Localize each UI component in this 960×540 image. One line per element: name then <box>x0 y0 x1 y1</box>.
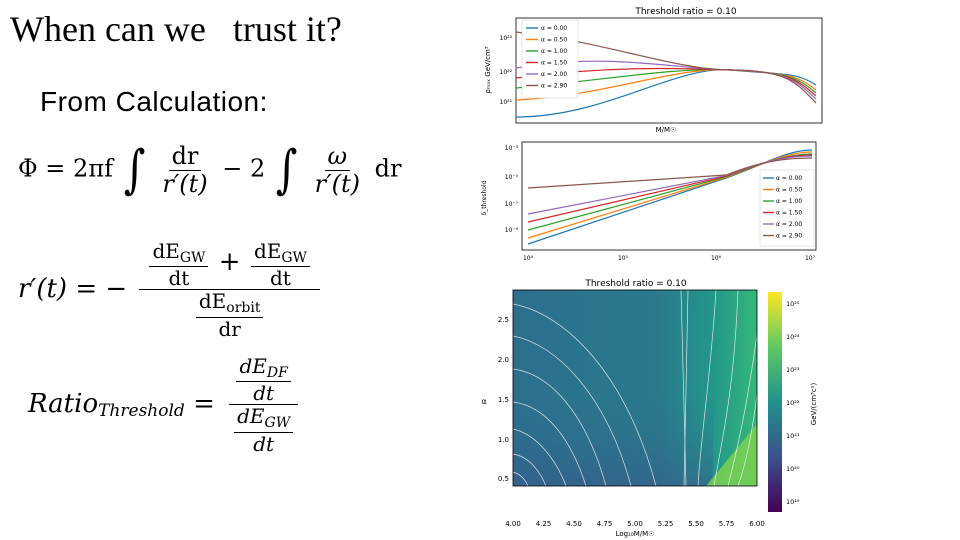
fraction-omega-over-rprime: ω r′(t) <box>314 142 360 198</box>
chart-top-series-line <box>515 31 817 104</box>
contour-line <box>512 303 657 487</box>
chart-middle-xtick: 10⁷ <box>805 255 816 262</box>
chart-middle-series-line <box>527 157 813 189</box>
contour-line <box>697 289 717 487</box>
legend-entry: α = 2.00 <box>541 71 567 78</box>
chart-middle-xtick: 10⁴ <box>523 255 534 262</box>
phi-lhs: Φ = 2πf <box>18 154 113 183</box>
colorbar-tick-label: 10²³ <box>786 366 800 374</box>
legend-entry: α = 2.90 <box>776 233 802 240</box>
contour-line <box>683 289 689 487</box>
colorbar-ticks: 10²⁵ 10²⁴ 10²³ 10²² 10²¹ 10²⁰ 10¹⁹ <box>786 300 800 506</box>
contour-line <box>512 428 567 487</box>
chart-bottom-title: Threshold ratio = 0.10 <box>584 279 687 289</box>
x-tick-label: 4.00 <box>505 520 521 528</box>
colorbar-tick-label: 10²² <box>786 399 800 407</box>
chart-middle-xtick: 10⁶ <box>711 255 722 262</box>
colorbar-tick-label: 10²¹ <box>786 432 800 440</box>
slide-title: When can we trust it? <box>10 9 342 49</box>
y-tick-label: 2.5 <box>498 316 509 324</box>
chart-middle-ytick: 10⁻⁹ <box>505 227 519 234</box>
contour-line <box>512 471 529 487</box>
integral-sign-2: ∫ <box>275 140 298 200</box>
chart-top-xlabel: M/M☉ <box>656 126 677 134</box>
colorbar-tick-label: 10¹⁹ <box>786 498 800 506</box>
phi-minus: − 2 <box>222 154 266 183</box>
legend-entry: α = 0.00 <box>541 25 567 32</box>
y-tick-label: 1.5 <box>498 396 509 404</box>
x-tick-label: 4.50 <box>566 520 582 528</box>
chart-middle: δ_threshold 10⁻³ 10⁻⁵ 10⁻⁷ 10⁻⁹ 10⁴ 10⁵ … <box>481 141 817 262</box>
chart-middle-ytick: 10⁻⁷ <box>505 201 519 208</box>
equation-ratio: RatioThreshold = dEDF dt dEGW dt <box>28 355 304 455</box>
x-tick-label: 5.25 <box>658 520 674 528</box>
chart-middle-xtick: 10⁵ <box>618 255 629 262</box>
chart-middle-ytick: 10⁻⁵ <box>505 174 519 181</box>
contour-frame <box>512 289 758 487</box>
integral-sign: ∫ <box>123 140 145 200</box>
x-tick-label: 4.25 <box>536 520 552 528</box>
chart-bottom-xlabel: Log₁₀M/M☉ <box>616 530 655 538</box>
legend-entry: α = 1.00 <box>541 48 567 55</box>
chart-middle-lines <box>527 149 813 245</box>
colorbar-tick-label: 10²⁴ <box>786 333 800 341</box>
chart-top-ytick: 10²³ <box>500 35 513 42</box>
x-tick-label: 5.50 <box>688 520 704 528</box>
contour-line <box>680 289 687 487</box>
legend-box <box>759 169 815 247</box>
contour-bright-corner <box>706 424 757 486</box>
chart-middle-ylabel: δ_threshold <box>481 180 488 215</box>
rprime-fraction: dEGW dt + dEGW dt dEorbit dr <box>139 240 320 340</box>
colorbar-tick-label: 10²⁰ <box>786 465 800 473</box>
chart-top-title: Threshold ratio = 0.10 <box>634 7 737 17</box>
y-tick-label: 0.5 <box>498 475 509 483</box>
chart-top-lines <box>515 31 817 118</box>
chart-bottom-ylabel: α <box>481 397 486 406</box>
chart-top-legend: α = 0.00 α = 0.50 α = 1.00 α = 1.50 α = 2.00… <box>521 19 579 99</box>
contour-dark-region <box>513 394 713 486</box>
contour-line <box>512 453 547 487</box>
rprime-lhs: r′(t) = − <box>18 273 128 304</box>
legend-entry: α = 2.00 <box>776 221 802 228</box>
chart-top-ytick: 10²¹ <box>500 99 513 106</box>
legend-entry: α = 1.00 <box>776 198 802 205</box>
contour-line <box>737 393 758 487</box>
colorbar <box>768 292 782 512</box>
contour-line <box>713 289 739 487</box>
chart-bottom: Threshold ratio = 0.10 α Log₁₀M/M☉ 4.00 4… <box>481 279 818 538</box>
legend-entry: α = 2.90 <box>541 83 567 90</box>
chart-top-ylabel: ρₘₐₓ GeV/cm³ <box>484 46 492 93</box>
chart-middle-ytick: 10⁻³ <box>505 145 519 152</box>
legend-entry: α = 0.50 <box>776 187 802 194</box>
colorbar-label: GeV/(cm³c²) <box>810 382 818 425</box>
legend-entry: α = 0.50 <box>541 37 567 44</box>
contour-line <box>512 335 632 487</box>
legend-entry: α = 1.50 <box>776 210 802 217</box>
legend-entry: α = 0.00 <box>776 175 802 182</box>
equation-phi: Φ = 2πf ∫ dr r′(t) − 2 ∫ ω r′(t) dr <box>18 140 402 200</box>
chart-bottom-yticks: 2.5 2.0 1.5 1.0 0.5 <box>498 316 509 483</box>
fraction-dr-over-rprime: dr r′(t) <box>162 142 208 198</box>
chart-top-ytick: 10²² <box>500 69 513 76</box>
y-tick-label: 2.0 <box>498 356 509 364</box>
chart-middle-legend: α = 0.00 α = 0.50 α = 1.00 α = 1.50 α = 2.00… <box>759 169 815 247</box>
x-tick-label: 4.75 <box>597 520 613 528</box>
y-tick-label: 1.0 <box>498 436 509 444</box>
equation-rprime: r′(t) = − dEGW dt + dEGW dt dEorbit dr <box>18 240 324 340</box>
contour-lines <box>512 289 758 487</box>
ratio-fraction: dEDF dt dEGW dt <box>227 355 300 455</box>
colorbar-tick-label: 10²⁵ <box>786 300 800 308</box>
x-tick-label: 6.00 <box>749 520 765 528</box>
contour-line <box>512 401 587 487</box>
slide-subtitle: From Calculation: <box>40 86 268 117</box>
x-tick-label: 5.75 <box>719 520 735 528</box>
contour-line <box>727 333 758 487</box>
chart-bottom-xticks: 4.00 4.25 4.50 4.75 5.00 5.25 5.50 5.75 6.00 <box>505 520 765 528</box>
chart-top: Threshold ratio = 0.10 ρₘₐₓ GeV/cm³ M/M☉… <box>484 7 823 134</box>
legend-entry: α = 1.50 <box>541 60 567 67</box>
x-tick-label: 5.00 <box>627 520 643 528</box>
contour-line <box>512 368 607 487</box>
